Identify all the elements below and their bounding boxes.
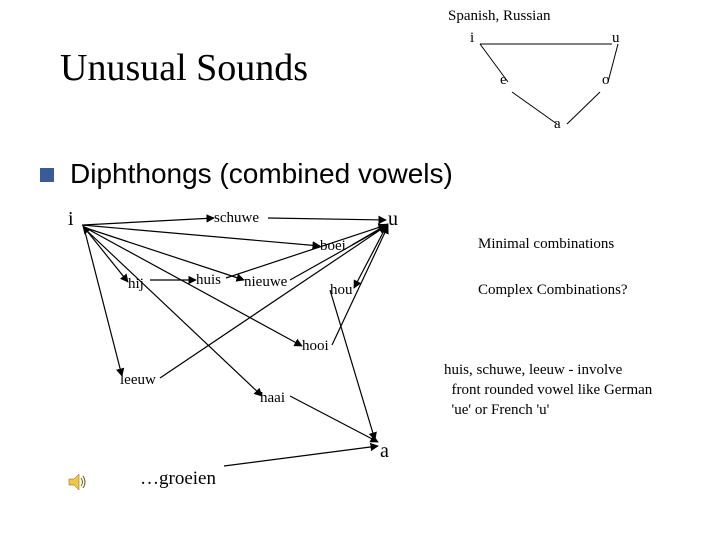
- top-vowel-e: e: [500, 72, 507, 89]
- word-schuwe: schuwe: [214, 210, 259, 227]
- top-caption: Spanish, Russian: [448, 8, 551, 25]
- word-hij: hij: [128, 276, 144, 293]
- main-vowel-u: u: [388, 208, 398, 231]
- main-vowel-a: a: [380, 440, 389, 463]
- word-haai: haai: [260, 390, 285, 407]
- top-vowel-u: u: [612, 30, 620, 47]
- word-groeien: …groeien: [140, 468, 216, 490]
- note-explanation: huis, schuwe, leeuw - involve front roun…: [444, 360, 652, 420]
- main-vowel-i: i: [68, 208, 74, 231]
- speaker-icon[interactable]: [66, 470, 90, 494]
- note-minimal: Minimal combinations: [478, 236, 614, 253]
- word-huis: huis: [196, 272, 221, 289]
- word-boei: boei: [320, 238, 346, 255]
- word-hooi: hooi: [302, 338, 329, 355]
- word-leeuw: leeuw: [120, 372, 156, 389]
- word-hou: hou: [330, 282, 353, 299]
- section-heading: Diphthongs (combined vowels): [70, 158, 453, 190]
- top-vowel-o: o: [602, 72, 610, 89]
- note-complex: Complex Combinations?: [478, 282, 628, 299]
- top-vowel-i: i: [470, 30, 474, 47]
- word-nieuwe: nieuwe: [244, 274, 287, 291]
- bullet-icon: [40, 168, 54, 182]
- top-vowel-a: a: [554, 116, 561, 133]
- page-title: Unusual Sounds: [60, 46, 308, 90]
